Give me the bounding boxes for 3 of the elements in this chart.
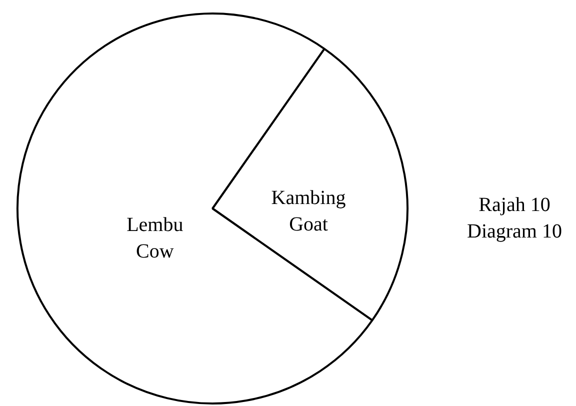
text: Rajah 10 Diagram 10 — [467, 194, 562, 242]
slice-label: Kambing Goat — [271, 186, 346, 236]
slice-label: Lembu Cow — [126, 214, 184, 262]
